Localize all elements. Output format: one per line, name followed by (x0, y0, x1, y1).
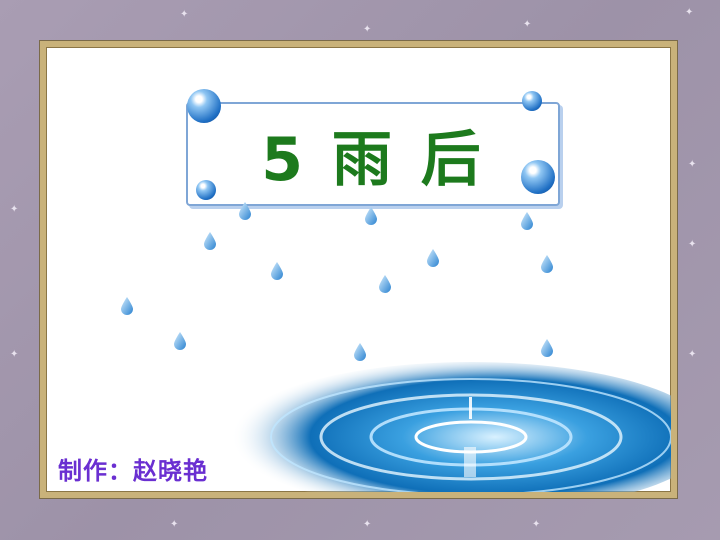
raindrop-icon (271, 262, 283, 280)
water-bead-icon (521, 160, 555, 194)
sparkle-icon: ✦ (10, 349, 19, 360)
slide-frame: 5 雨 后 制作：赵晓艳 (40, 41, 677, 498)
raindrop-icon (541, 255, 553, 273)
raindrop-icon (121, 297, 133, 315)
water-bead-icon (187, 89, 221, 123)
sparkle-icon: ✦ (685, 7, 694, 18)
raindrop-icon (204, 232, 216, 250)
lesson-title: 5 雨 后 (261, 124, 485, 195)
raindrops-layer (121, 202, 553, 361)
raindrop-icon (521, 212, 533, 230)
sparkle-icon: ✦ (688, 349, 697, 360)
sparkle-icon: ✦ (170, 519, 179, 530)
sparkle-icon: ✦ (532, 519, 541, 530)
sparkle-icon: ✦ (180, 9, 189, 20)
water-bead-icon (196, 180, 216, 200)
raindrop-icon (239, 202, 251, 220)
raindrop-icon (354, 343, 366, 361)
raindrop-icon (541, 339, 553, 357)
sparkle-icon: ✦ (10, 204, 19, 215)
sparkle-icon: ✦ (688, 159, 697, 170)
water-ripple-image (231, 362, 671, 492)
raindrop-icon (379, 275, 391, 293)
raindrop-icon (427, 249, 439, 267)
raindrop-icon (174, 332, 186, 350)
sparkle-icon: ✦ (363, 519, 372, 530)
author-credit: 制作：赵晓艳 (58, 457, 208, 485)
sparkle-icon: ✦ (523, 19, 532, 30)
raindrop-icon (365, 207, 377, 225)
sparkle-icon: ✦ (363, 24, 372, 35)
sparkle-icon: ✦ (688, 239, 697, 250)
title-plate: 5 雨 后 (186, 102, 560, 206)
water-bead-icon (522, 91, 542, 111)
